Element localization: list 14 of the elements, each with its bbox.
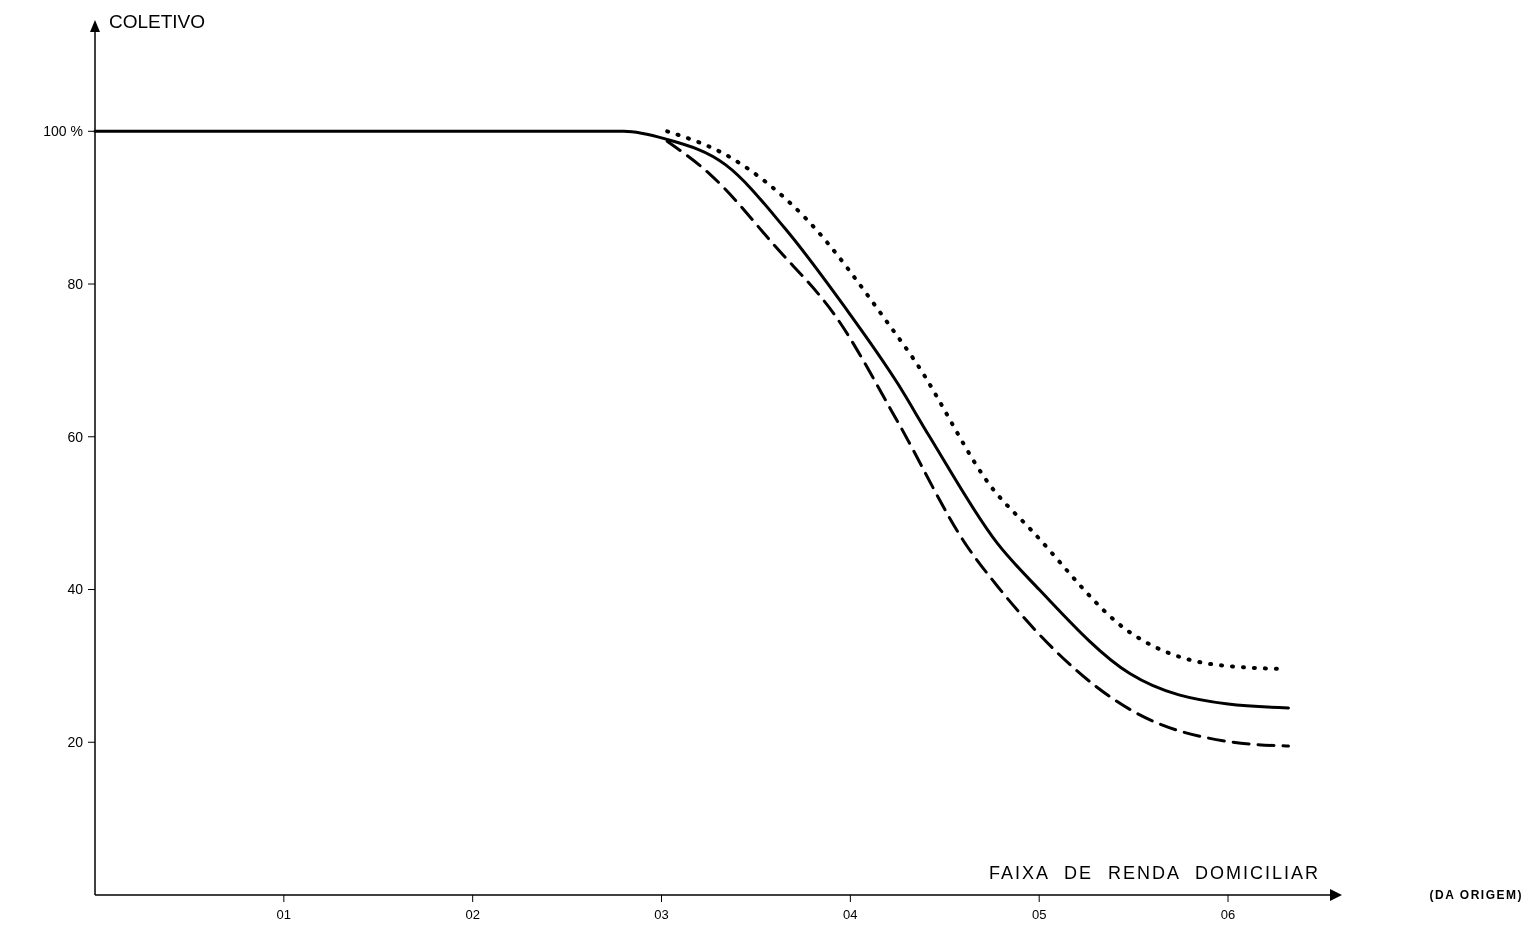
x-tick-label: 02 xyxy=(465,907,480,922)
y-tick-label: 100 % xyxy=(43,123,83,140)
y-axis-title: COLETIVO xyxy=(109,11,206,32)
x-tick-label: 01 xyxy=(276,907,292,922)
x-tick-label: 03 xyxy=(654,907,669,922)
y-tick-label: 80 xyxy=(67,275,84,292)
y-tick-label: 60 xyxy=(67,428,84,445)
y-tick-label: 40 xyxy=(67,581,84,598)
x-tick-label: 05 xyxy=(1031,907,1047,922)
x-tick-label: 06 xyxy=(1220,907,1236,922)
x-tick-label: 04 xyxy=(843,907,858,922)
x-axis-title: FAIXA DE RENDA DOMICILIAR xyxy=(988,863,1320,883)
text: (DA ORIGEM) xyxy=(1429,888,1523,902)
y-tick-label: 20 xyxy=(67,734,84,751)
